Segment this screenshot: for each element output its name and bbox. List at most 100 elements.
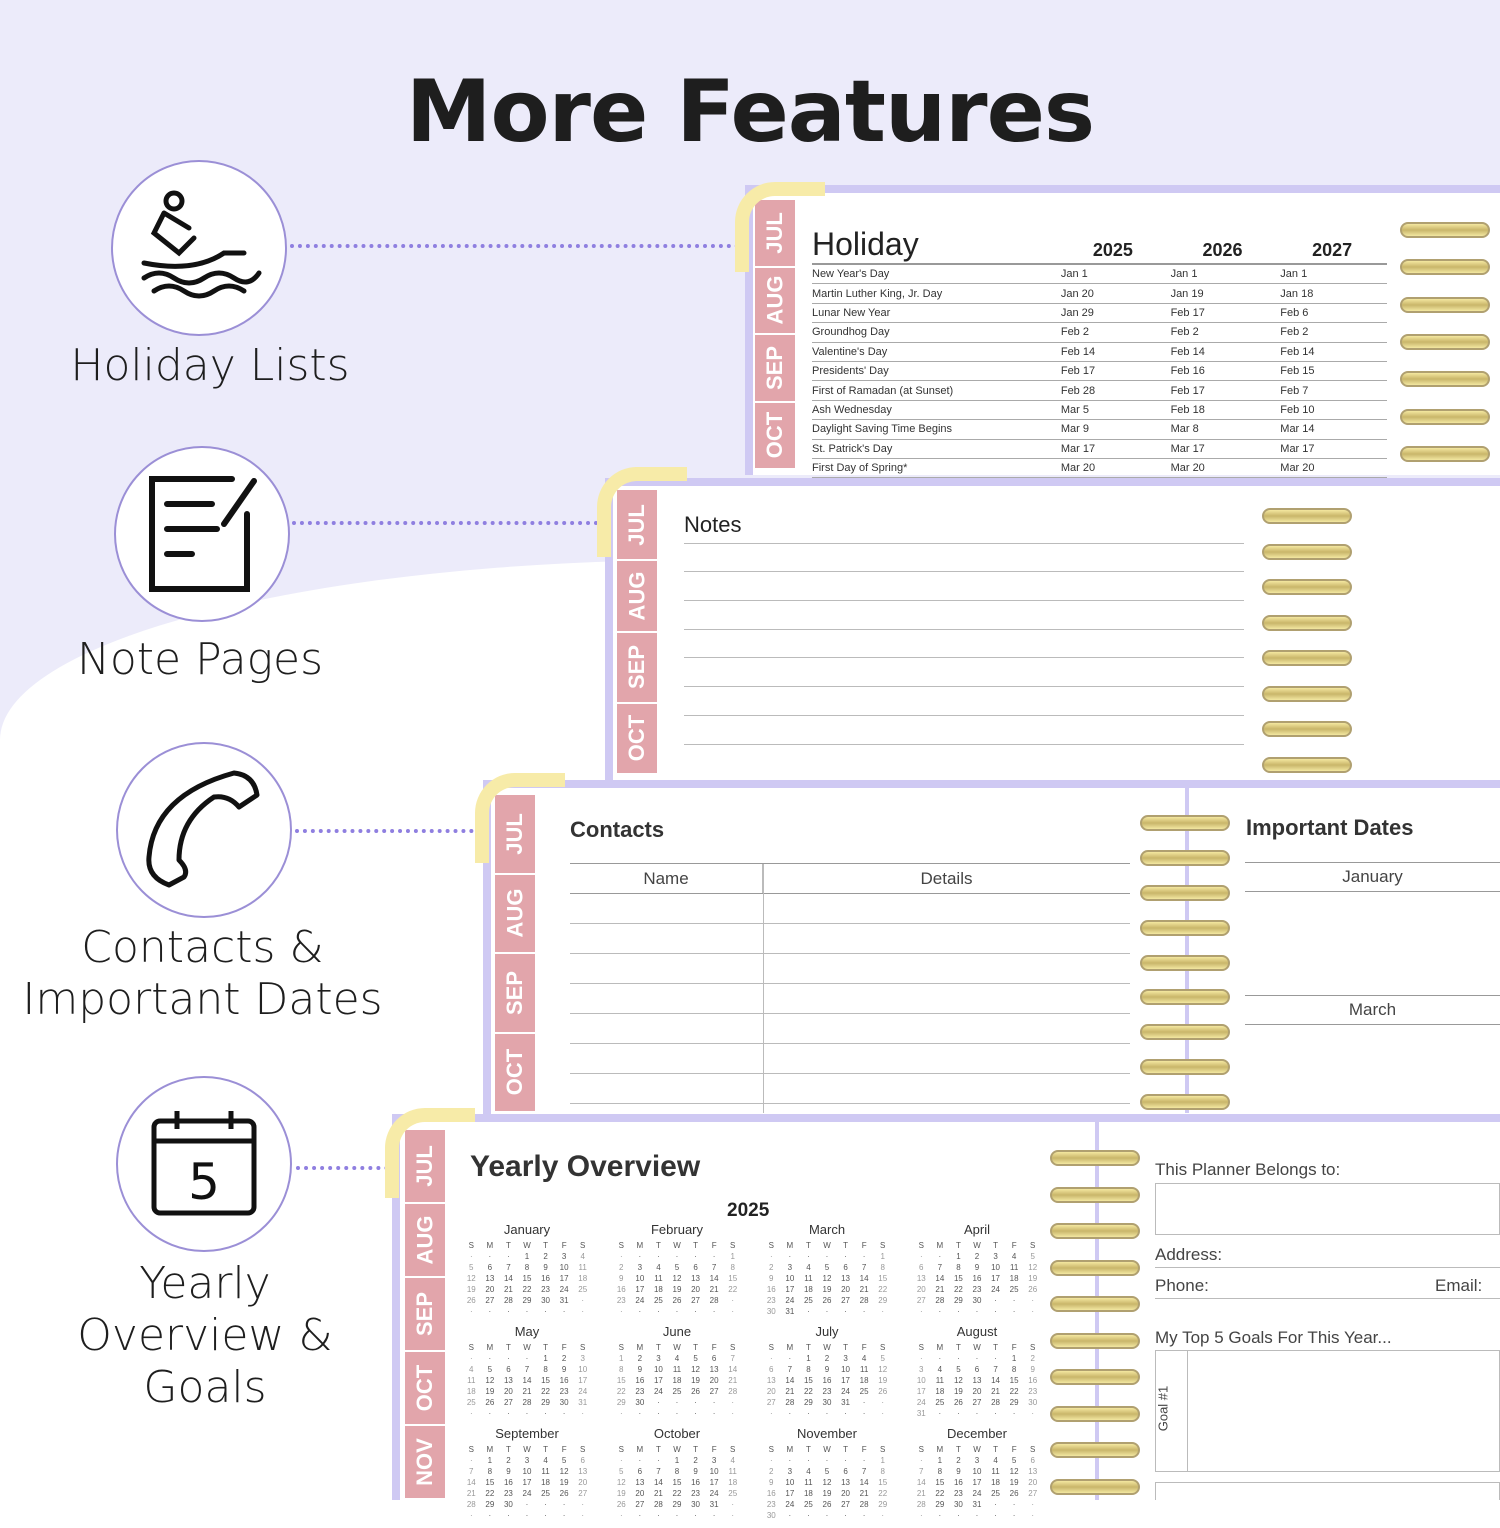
weekday-label: F xyxy=(1011,1241,1017,1250)
note-line xyxy=(684,572,1244,602)
day-cell: 23 xyxy=(541,1285,551,1294)
contact-row[interactable] xyxy=(570,894,1130,924)
day-cell: 19 xyxy=(1009,1478,1019,1487)
phone-icon xyxy=(146,770,260,888)
day-cell: 6 xyxy=(487,1263,493,1272)
weekday-label: M xyxy=(936,1343,944,1352)
day-cell: 22 xyxy=(878,1489,888,1498)
day-cell: · xyxy=(825,1456,829,1465)
tab-oct[interactable]: OCT xyxy=(755,403,795,470)
day-cell: 15 xyxy=(672,1478,682,1487)
day-cell: · xyxy=(488,1511,492,1520)
contact-row[interactable] xyxy=(570,924,1130,954)
day-cell: 24 xyxy=(916,1398,926,1407)
day-cell: 1 xyxy=(543,1354,548,1363)
goal-1-field[interactable]: Goal #1 xyxy=(1155,1350,1500,1472)
holiday-date: Mar 17 xyxy=(1060,442,1096,455)
tab-aug[interactable]: AUG xyxy=(405,1204,445,1278)
weekday-label: T xyxy=(543,1445,548,1454)
day-cell: 15 xyxy=(1009,1376,1019,1385)
notes-title: Notes xyxy=(684,512,742,537)
day-cell: 24 xyxy=(709,1489,719,1498)
day-cell: · xyxy=(1012,1511,1016,1520)
tab-jul[interactable]: JUL xyxy=(405,1130,445,1204)
spiral-ring xyxy=(1400,222,1490,238)
tab-aug[interactable]: AUG xyxy=(755,268,795,335)
tab-sep[interactable]: SEP xyxy=(495,954,535,1034)
tab-jul[interactable]: JUL xyxy=(495,795,535,875)
goal-2-field[interactable] xyxy=(1155,1482,1500,1500)
note-line xyxy=(684,658,1244,688)
month-calendar: October S M T W T F S · · · 1 2 3 4 5 6 7 8 9 10 11 12 13 14 15 16… xyxy=(612,1426,742,1520)
tab-aug[interactable]: AUG xyxy=(617,561,657,633)
day-cell: 7 xyxy=(656,1467,661,1476)
day-cell: · xyxy=(619,1409,623,1418)
day-cell: · xyxy=(488,1354,492,1363)
day-cell: 14 xyxy=(522,1376,532,1385)
tab-oct[interactable]: OCT xyxy=(495,1034,535,1113)
weekday-label: W xyxy=(523,1343,531,1352)
day-cell: 17 xyxy=(972,1478,982,1487)
day-cell: 29 xyxy=(672,1500,682,1509)
contact-row[interactable] xyxy=(570,1014,1130,1044)
day-cell: 10 xyxy=(635,1274,645,1283)
weekday-label: F xyxy=(561,1343,567,1352)
weekday-label: M xyxy=(636,1445,644,1454)
day-cell: 3 xyxy=(993,1252,998,1261)
contact-row[interactable] xyxy=(570,1044,1130,1074)
day-cell: 7 xyxy=(506,1263,511,1272)
goal-label-column xyxy=(1156,1351,1188,1471)
note-line xyxy=(684,630,1244,659)
day-cell: 3 xyxy=(843,1354,848,1363)
day-cell: 16 xyxy=(1028,1376,1038,1385)
contact-row[interactable] xyxy=(570,984,1130,1014)
day-cell: 26 xyxy=(1028,1285,1038,1294)
tab-jul[interactable]: JUL xyxy=(755,200,795,268)
tab-jul[interactable]: JUL xyxy=(617,490,657,562)
day-cell: 22 xyxy=(953,1285,963,1294)
month-calendar: March S M T W T F S · · · · · · 1 2 3 4 5 6 7 8 9 10 11 12 13 14 15 1… xyxy=(762,1222,892,1316)
contact-row[interactable] xyxy=(570,954,1130,984)
owner-name-field[interactable] xyxy=(1155,1183,1500,1235)
day-cell: 5 xyxy=(674,1263,680,1272)
tab-oct[interactable]: OCT xyxy=(617,704,657,775)
holiday-row: Presidents' Day Feb 17 Feb 16 Feb 15 xyxy=(812,362,1387,382)
holiday-name: Ash Wednesday xyxy=(812,403,892,416)
weekday-label: F xyxy=(561,1445,567,1454)
month-name: July xyxy=(815,1324,839,1339)
tab-aug[interactable]: AUG xyxy=(495,875,535,954)
connector-dots xyxy=(296,1166,461,1170)
day-cell: 20 xyxy=(841,1285,851,1294)
tab-nov[interactable]: NOV xyxy=(405,1426,445,1500)
holiday-date: Mar 20 xyxy=(1060,462,1096,475)
day-cell: 29 xyxy=(522,1296,532,1305)
day-cell: 27 xyxy=(691,1296,701,1305)
day-cell: 14 xyxy=(859,1478,869,1487)
day-cell: 21 xyxy=(522,1387,532,1396)
day-cell: 28 xyxy=(653,1500,663,1509)
day-cell: 2 xyxy=(956,1456,961,1465)
tab-sep[interactable]: SEP xyxy=(405,1278,445,1352)
day-cell: 2 xyxy=(769,1263,774,1272)
tab-sep[interactable]: SEP xyxy=(755,335,795,403)
day-cell: 28 xyxy=(916,1500,926,1509)
tab-oct[interactable]: OCT xyxy=(405,1352,445,1426)
tab-sep[interactable]: SEP xyxy=(617,633,657,704)
spiral-ring xyxy=(1400,408,1490,425)
note-lines[interactable] xyxy=(684,515,1244,745)
month-name: June xyxy=(662,1324,692,1339)
holiday-date: Mar 5 xyxy=(1060,403,1089,416)
contact-row[interactable] xyxy=(570,1074,1130,1104)
month-name: March xyxy=(808,1222,846,1237)
day-cell: · xyxy=(957,1354,960,1363)
day-cell: · xyxy=(825,1511,829,1520)
weekday-label: T xyxy=(505,1445,511,1454)
weekday-label: M xyxy=(786,1343,794,1352)
day-cell: 19 xyxy=(485,1387,495,1396)
day-cell: 12 xyxy=(878,1365,888,1374)
day-cell: 1 xyxy=(619,1354,624,1363)
day-cell: 17 xyxy=(785,1489,795,1498)
weekday-label: T xyxy=(843,1445,848,1454)
holiday-date: Feb 17 xyxy=(1060,365,1096,378)
spiral-binding xyxy=(1262,508,1352,773)
